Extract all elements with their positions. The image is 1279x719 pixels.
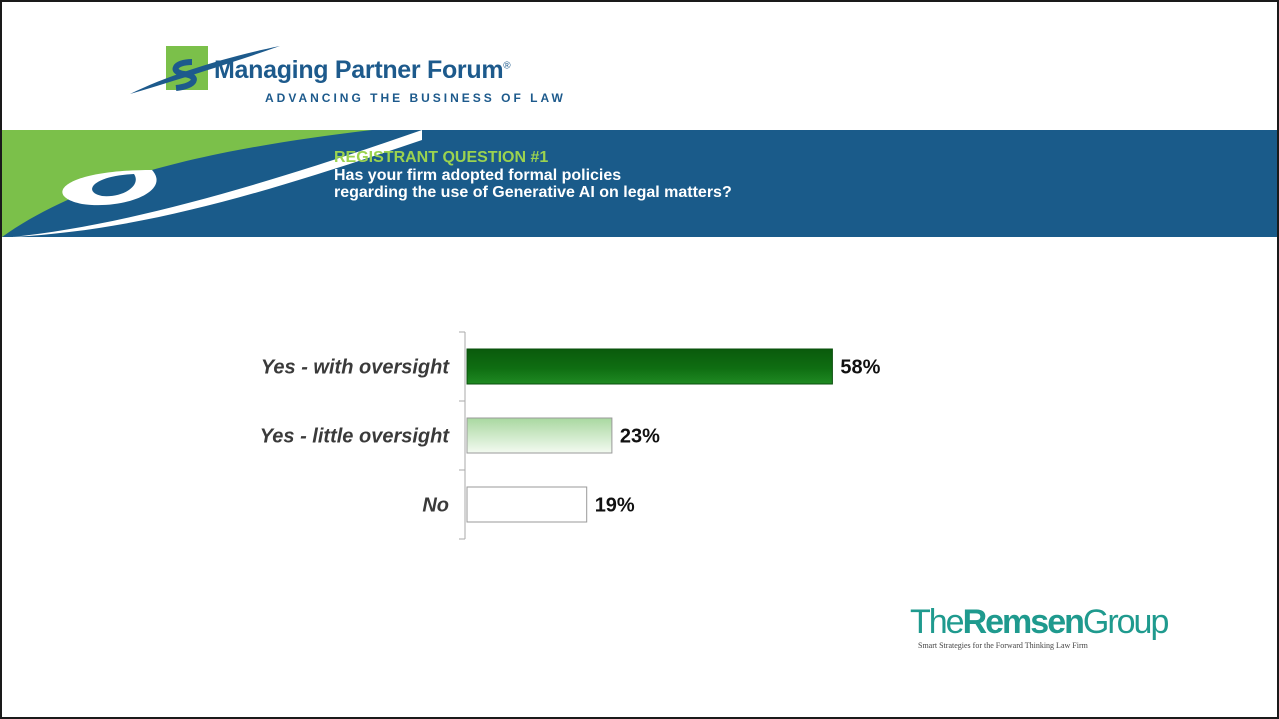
banner-swoosh-icon xyxy=(2,130,422,237)
remsen-logo-tagline: Smart Strategies for the Forward Thinkin… xyxy=(918,641,1088,650)
category-label: Yes - with oversight xyxy=(261,357,451,379)
bar xyxy=(466,348,833,385)
logo-tagline: ADVANCING THE BUSINESS OF LAW xyxy=(265,91,566,105)
registered-mark: ® xyxy=(503,60,511,72)
bar xyxy=(466,486,588,523)
remsen-group-logo: TheRemsenGroup Smart Strategies for the … xyxy=(910,604,1169,654)
remsen-logo-name: TheRemsenGroup xyxy=(910,603,1169,641)
bar-chart: Yes - with oversight 58% Yes - little over… xyxy=(260,331,881,540)
value-label: 23% xyxy=(620,426,660,448)
category-label: No xyxy=(422,495,449,517)
question-line-2: regarding the use of Generative AI on le… xyxy=(334,184,732,201)
question-banner: REGISTRANT QUESTION #1 Has your firm ado… xyxy=(2,130,1277,237)
mpf-swoosh-icon xyxy=(130,46,280,94)
question-line-1: Has your firm adopted formal policies xyxy=(334,167,622,184)
category-label: Yes - little oversight xyxy=(260,426,451,448)
value-label: 19% xyxy=(595,495,635,517)
logo-name: Managing Partner Forum® xyxy=(214,56,511,84)
value-label: 58% xyxy=(840,357,880,379)
managing-partner-forum-logo: Managing Partner Forum® ADVANCING THE BU… xyxy=(130,42,570,112)
bar xyxy=(466,417,613,454)
question-number: REGISTRANT QUESTION #1 xyxy=(334,149,549,166)
banner-text: REGISTRANT QUESTION #1 Has your firm ado… xyxy=(334,149,732,201)
